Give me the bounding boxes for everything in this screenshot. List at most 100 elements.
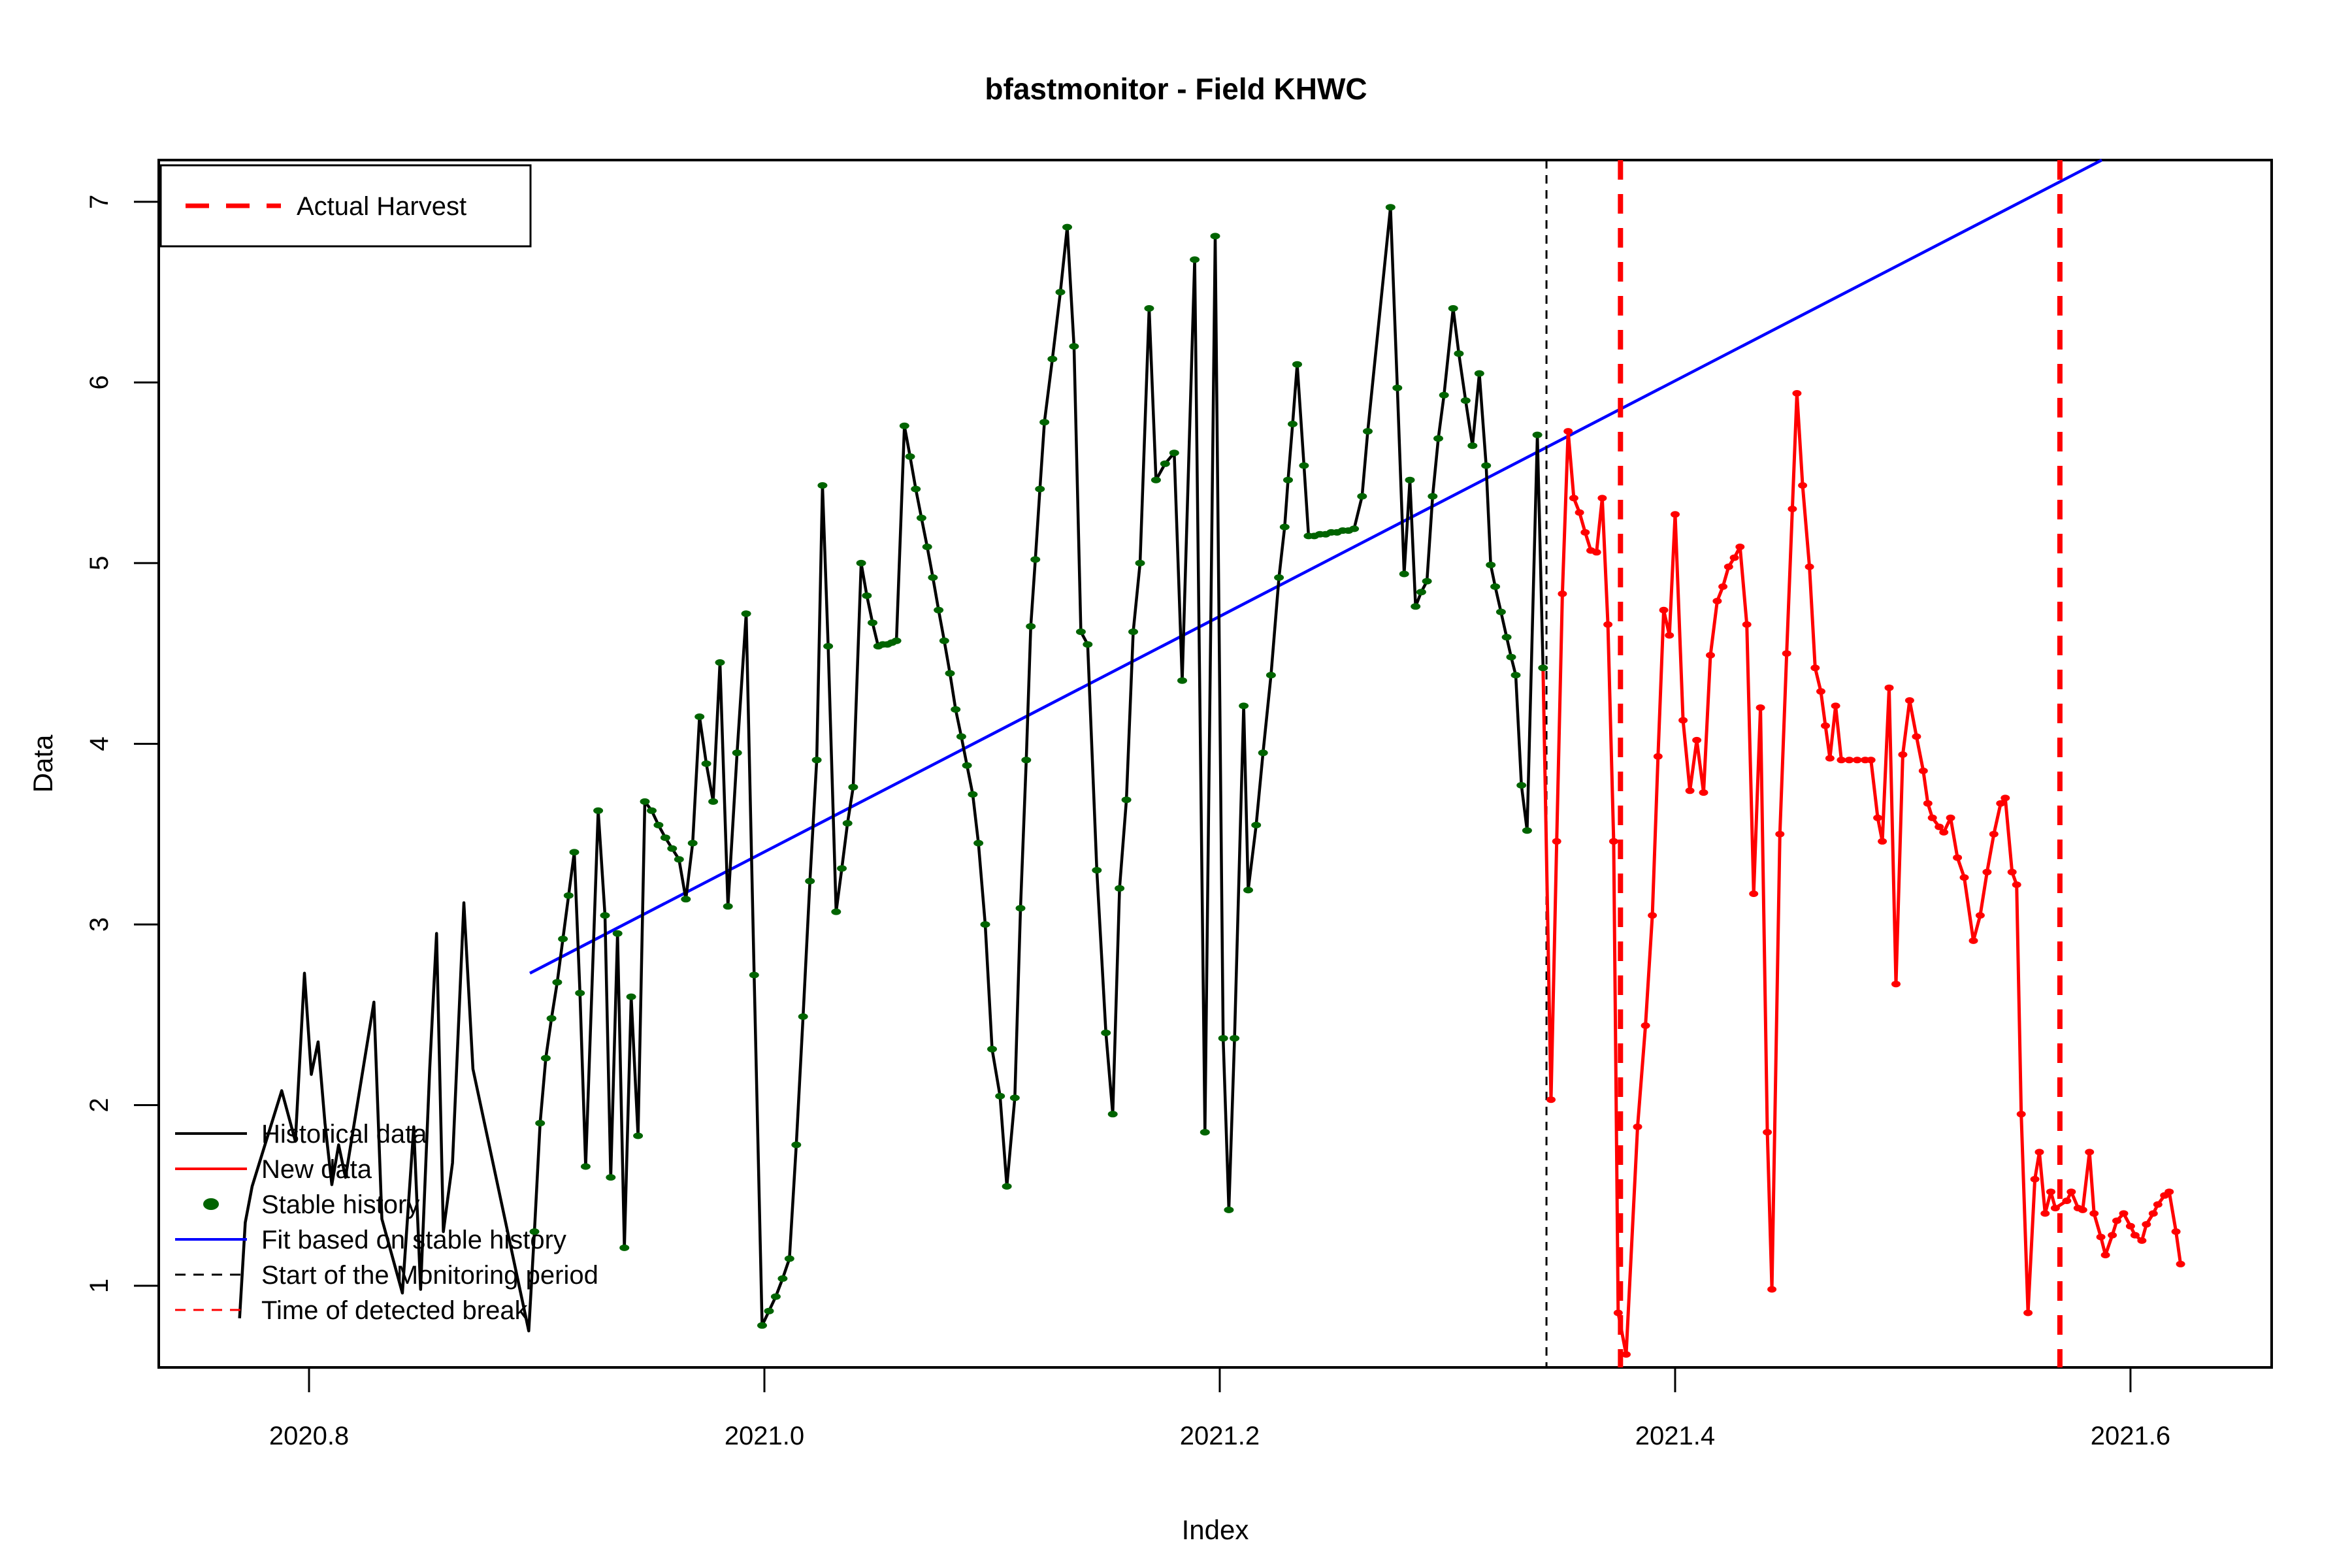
new-data-point — [1563, 428, 1573, 435]
stable-history-point — [575, 990, 585, 996]
new-data-point — [1712, 598, 1722, 604]
stable-history-point — [1538, 664, 1548, 672]
new-data-point — [1884, 684, 1894, 691]
new-data-point — [2130, 1232, 2140, 1239]
stable-history-point — [995, 1092, 1005, 1100]
new-data-point — [2164, 1188, 2174, 1196]
new-data-point — [2062, 1198, 2072, 1204]
new-data-point — [1665, 632, 1674, 639]
y-tick-label: 3 — [85, 917, 114, 932]
fit-based-on-stable-history-line — [529, 159, 2103, 975]
stable-history-point — [546, 1015, 557, 1022]
new-data-point — [1597, 495, 1607, 502]
stable-history-point — [1107, 1111, 1118, 1118]
stable-history-point — [1135, 559, 1145, 566]
new-data-point — [1723, 563, 1733, 570]
new-data-point — [1898, 751, 1908, 758]
new-data-point — [1569, 495, 1578, 502]
stable-history-point — [911, 485, 921, 493]
new-data-point — [2176, 1260, 2185, 1267]
x-tick-label: 2021.0 — [725, 1422, 804, 1450]
stable-history-point — [1101, 1029, 1111, 1036]
stable-history-point — [1151, 476, 1161, 483]
stable-history-point — [1405, 476, 1415, 483]
chart-title: bfastmonitor - Field KHWC — [985, 72, 1367, 106]
y-tick-label: 7 — [85, 195, 114, 209]
new-data-point — [2125, 1222, 2135, 1230]
new-data-point — [1603, 621, 1613, 628]
stable-history-point — [1121, 796, 1132, 804]
stable-history-point — [640, 798, 650, 805]
stable-history-point — [862, 592, 872, 599]
stable-history-point — [764, 1307, 774, 1315]
legend-series-key: Historical data New data Stable history … — [175, 1120, 598, 1325]
stable-history-point — [1460, 397, 1471, 404]
stable-history-point — [667, 845, 678, 852]
stable-history-point — [1532, 431, 1543, 438]
y-tick-label: 6 — [85, 375, 114, 389]
stable-history-point — [905, 453, 915, 460]
new-data-point — [1592, 549, 1601, 556]
stable-history-point — [1448, 305, 1458, 312]
new-data-point — [1918, 767, 1928, 774]
new-data-point — [1613, 1309, 1623, 1316]
y-tick-label: 1 — [85, 1279, 114, 1293]
stable-history-point — [1083, 641, 1093, 648]
series-layer — [238, 204, 2185, 1358]
stable-history-point — [1251, 821, 1262, 828]
stable-history-point — [1210, 233, 1220, 240]
stable-history-point — [558, 936, 568, 943]
stable-history-point — [1224, 1206, 1234, 1213]
stable-history-point — [701, 760, 711, 767]
stable-history-point — [540, 1054, 551, 1062]
stable-history-point — [529, 1228, 540, 1235]
new-data-point — [1622, 1351, 1631, 1358]
new-data-point — [1685, 787, 1695, 794]
new-data-point — [1609, 838, 1618, 845]
new-data-point — [1782, 650, 1791, 657]
stable-history-point — [1454, 350, 1464, 357]
new-data-point — [1821, 722, 1830, 729]
stable-history-point — [1349, 525, 1360, 532]
stable-history-point — [1075, 629, 1086, 635]
new-data-point — [1975, 912, 1985, 919]
plot-area-border — [157, 159, 2273, 1369]
stable-history-point — [987, 1045, 997, 1053]
stable-history-point — [968, 791, 978, 798]
new-data-point — [1775, 830, 1785, 838]
new-data-point — [1792, 390, 1802, 397]
new-data-point — [1935, 823, 1944, 830]
stable-history-point — [633, 1132, 644, 1139]
stable-history-point — [934, 606, 944, 613]
new-data-point — [1749, 890, 1759, 897]
stable-history-point — [1239, 702, 1249, 710]
stable-history-point — [647, 807, 657, 814]
y-tick-label: 2 — [85, 1098, 114, 1112]
stable-history-point — [899, 422, 909, 429]
legend-new-data-label: New data — [261, 1155, 372, 1184]
new-data-point — [1678, 717, 1688, 724]
new-data-point — [2119, 1210, 2129, 1217]
stable-history-point — [1243, 887, 1253, 894]
stable-history-point — [1115, 885, 1125, 892]
new-data-point — [1798, 482, 1808, 489]
new-data-point — [1923, 800, 1933, 807]
new-data-point — [1825, 755, 1835, 762]
legend-detected-break-label: Time of detected break — [261, 1296, 529, 1325]
stable-history-point — [1069, 343, 1079, 350]
new-data-point — [2050, 1205, 2060, 1212]
stable-history-point — [535, 1120, 546, 1127]
stable-history-point — [552, 979, 563, 986]
stable-history-point — [1026, 623, 1036, 630]
new-data-point — [1891, 981, 1901, 988]
stable-history-point — [660, 834, 670, 841]
stable-history-point — [741, 610, 751, 617]
stable-history-point — [842, 820, 853, 827]
stable-history-point — [837, 865, 847, 872]
stable-history-point — [1416, 589, 1426, 596]
historical-data-line — [238, 205, 1545, 1333]
new-data-point — [2007, 868, 2017, 875]
new-data-point — [2012, 881, 2021, 889]
